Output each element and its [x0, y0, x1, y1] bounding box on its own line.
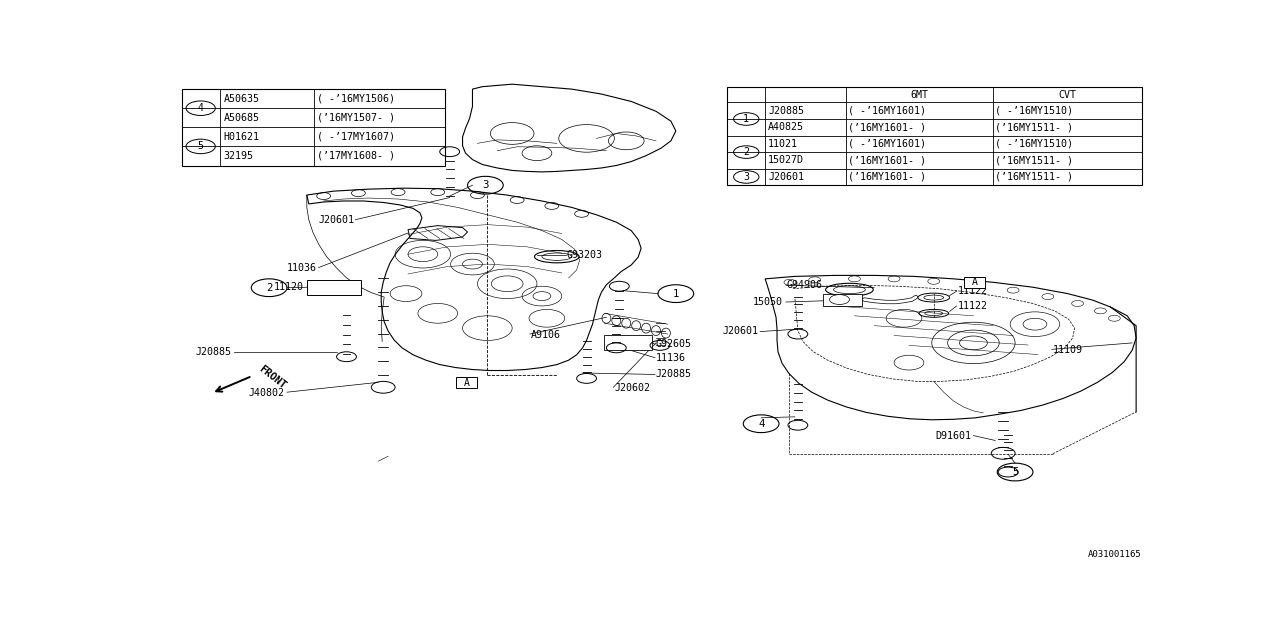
Text: 5: 5: [1012, 467, 1019, 477]
Text: J20885: J20885: [196, 347, 232, 356]
Text: D91601: D91601: [936, 431, 972, 440]
Text: ( -’16MY1506): ( -’16MY1506): [316, 93, 394, 104]
Text: (’16MY1507- ): (’16MY1507- ): [316, 113, 394, 123]
Text: 4: 4: [758, 419, 764, 429]
Text: A9106: A9106: [531, 330, 561, 340]
Bar: [964, 277, 986, 288]
Text: G93203: G93203: [567, 250, 603, 260]
Text: 4: 4: [197, 103, 204, 113]
Bar: [307, 280, 361, 294]
Text: A50685: A50685: [224, 113, 260, 123]
Text: G92605: G92605: [657, 339, 692, 349]
Bar: [182, 89, 444, 166]
Text: A40825: A40825: [768, 122, 804, 132]
Text: ( -’16MY1601): ( -’16MY1601): [849, 139, 927, 149]
Text: 11136: 11136: [657, 353, 686, 363]
Text: A: A: [972, 277, 978, 287]
Text: 6MT: 6MT: [911, 90, 929, 100]
Bar: [823, 294, 863, 306]
Text: H01621: H01621: [224, 132, 260, 142]
Text: ( -’16MY1510): ( -’16MY1510): [996, 106, 1073, 116]
Text: (’16MY1601- ): (’16MY1601- ): [849, 122, 927, 132]
Text: 32195: 32195: [224, 151, 253, 161]
Text: 15027D: 15027D: [768, 156, 804, 165]
Text: J20885: J20885: [768, 106, 804, 116]
Text: A50635: A50635: [224, 93, 260, 104]
Text: J20601: J20601: [319, 214, 355, 225]
Text: 11021: 11021: [768, 139, 799, 149]
Text: ( -’16MY1510): ( -’16MY1510): [996, 139, 1073, 149]
Bar: [604, 335, 652, 350]
Text: 11122: 11122: [957, 301, 988, 311]
Bar: [727, 86, 1142, 185]
Text: FRONT: FRONT: [257, 364, 288, 391]
Text: J40802: J40802: [250, 388, 285, 398]
Text: CVT: CVT: [1059, 90, 1076, 100]
Text: 3: 3: [744, 172, 749, 182]
Bar: [456, 378, 477, 388]
Text: ( -’16MY1601): ( -’16MY1601): [849, 106, 927, 116]
Text: J20601: J20601: [722, 326, 759, 335]
Text: 11109: 11109: [1053, 346, 1083, 355]
Text: (’16MY1511- ): (’16MY1511- ): [996, 156, 1073, 165]
Text: 11036: 11036: [287, 262, 316, 273]
Text: 2: 2: [266, 283, 273, 292]
Text: (’16MY1511- ): (’16MY1511- ): [996, 172, 1073, 182]
Text: 11122: 11122: [957, 286, 988, 296]
Text: ( -’17MY1607): ( -’17MY1607): [316, 132, 394, 142]
Text: 1: 1: [673, 289, 678, 299]
Text: (’17MY1608- ): (’17MY1608- ): [316, 151, 394, 161]
Text: J20602: J20602: [614, 383, 650, 393]
Text: G94906: G94906: [787, 280, 823, 291]
Text: (’16MY1601- ): (’16MY1601- ): [849, 172, 927, 182]
Text: 3: 3: [483, 180, 489, 190]
Text: A: A: [463, 378, 470, 388]
Text: 2: 2: [744, 147, 749, 157]
Text: 1: 1: [744, 114, 749, 124]
Text: (’16MY1511- ): (’16MY1511- ): [996, 122, 1073, 132]
Text: J20885: J20885: [657, 369, 692, 380]
Text: 15050: 15050: [753, 297, 783, 307]
Text: 11120: 11120: [274, 282, 303, 292]
Text: J20601: J20601: [768, 172, 804, 182]
Text: (’16MY1601- ): (’16MY1601- ): [849, 156, 927, 165]
Text: A031001165: A031001165: [1088, 550, 1142, 559]
Text: 5: 5: [197, 141, 204, 152]
